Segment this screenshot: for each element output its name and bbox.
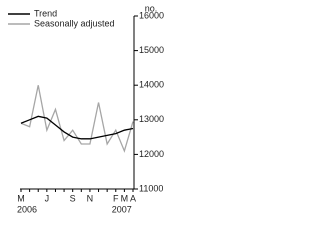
x-tick-label: J [45, 193, 50, 203]
legend-label: Seasonally adjusted [34, 18, 115, 28]
chart: no. 110001200013000140001500016000M2006J… [8, 3, 164, 214]
x-year-label: 2006 [17, 204, 37, 214]
series-line [20, 85, 134, 153]
x-tick-label: A [130, 193, 136, 203]
y-tick-label: 13000 [139, 114, 164, 124]
y-tick-label: 12000 [139, 149, 164, 159]
y-tick-label: 14000 [139, 80, 164, 90]
x-tick-label: M [121, 193, 129, 203]
y-tick-label: 15000 [139, 45, 164, 55]
x-tick-label: N [87, 193, 94, 203]
x-year-label: 2007 [112, 204, 132, 214]
series-line [20, 115, 134, 140]
y-unit: no. [145, 3, 158, 13]
y-tick-label: 16000 [139, 10, 164, 20]
x-tick-label: M [17, 193, 25, 203]
y-tick-label: 11000 [139, 183, 163, 193]
page: {"chart_data": { "type": "line", "y_unit… [8, 3, 165, 215]
legend-label: Trend [34, 8, 57, 18]
x-tick-label: F [113, 193, 119, 203]
x-tick-label: S [70, 193, 76, 203]
